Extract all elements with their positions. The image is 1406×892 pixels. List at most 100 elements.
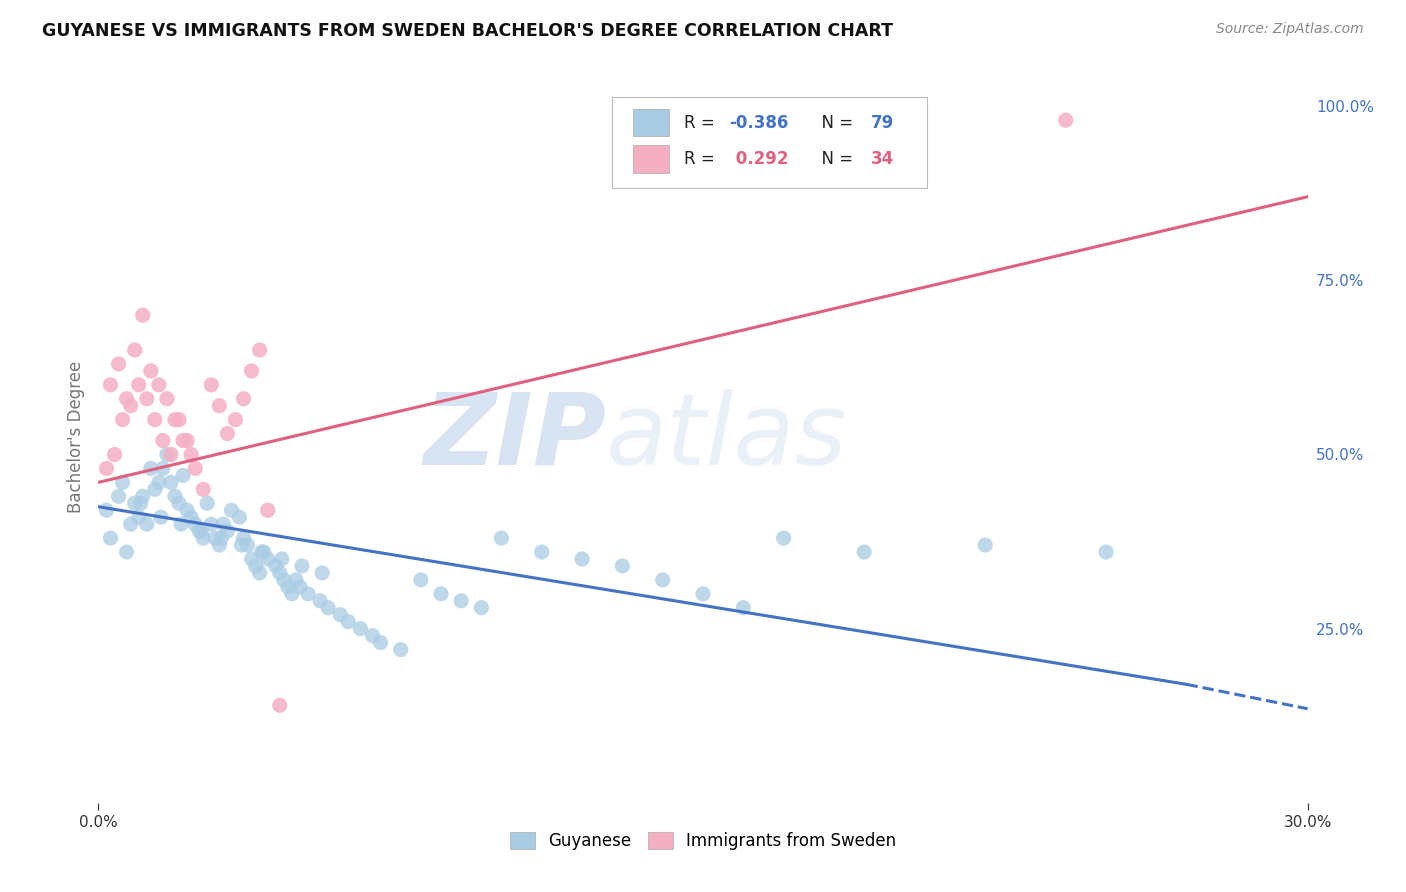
Point — [124, 343, 146, 357]
Point — [450, 594, 472, 608]
Point — [160, 448, 183, 462]
Point — [160, 475, 183, 490]
Point — [200, 377, 222, 392]
Point — [1095, 545, 1118, 559]
Point — [148, 377, 170, 392]
Point — [430, 587, 453, 601]
Point — [269, 698, 291, 713]
Point — [111, 412, 134, 426]
Point — [156, 448, 179, 462]
Point — [200, 517, 222, 532]
Point — [180, 448, 202, 462]
Text: R =: R = — [683, 150, 720, 168]
Point — [409, 573, 432, 587]
Point — [172, 434, 194, 448]
Text: N =: N = — [811, 150, 858, 168]
Point — [204, 531, 226, 545]
Point — [115, 392, 138, 406]
Point — [240, 552, 263, 566]
Point — [530, 545, 553, 559]
FancyBboxPatch shape — [633, 109, 669, 136]
Point — [107, 357, 129, 371]
Point — [389, 642, 412, 657]
Legend: Guyanese, Immigrants from Sweden: Guyanese, Immigrants from Sweden — [503, 825, 903, 856]
Point — [107, 489, 129, 503]
Point — [236, 538, 259, 552]
Point — [240, 364, 263, 378]
Point — [163, 412, 186, 426]
Point — [337, 615, 360, 629]
FancyBboxPatch shape — [613, 97, 927, 188]
Text: Source: ZipAtlas.com: Source: ZipAtlas.com — [1216, 22, 1364, 37]
Point — [152, 461, 174, 475]
Point — [143, 412, 166, 426]
Point — [264, 558, 287, 573]
Point — [212, 517, 235, 532]
Point — [270, 552, 292, 566]
Text: R =: R = — [683, 113, 720, 131]
Point — [156, 392, 179, 406]
Point — [651, 573, 673, 587]
Point — [329, 607, 352, 622]
Point — [135, 392, 157, 406]
Text: 0.292: 0.292 — [730, 150, 789, 168]
Point — [217, 524, 239, 538]
Point — [103, 448, 125, 462]
Point — [172, 468, 194, 483]
Point — [188, 524, 211, 538]
Point — [129, 496, 152, 510]
Point — [281, 587, 304, 601]
FancyBboxPatch shape — [633, 145, 669, 173]
Point — [176, 503, 198, 517]
Point — [208, 399, 231, 413]
Point — [100, 531, 122, 545]
Point — [135, 517, 157, 532]
Text: 34: 34 — [872, 150, 894, 168]
Point — [311, 566, 333, 580]
Point — [132, 489, 155, 503]
Point — [772, 531, 794, 545]
Y-axis label: Bachelor's Degree: Bachelor's Degree — [66, 361, 84, 513]
Text: atlas: atlas — [606, 389, 848, 485]
Point — [193, 531, 215, 545]
Point — [733, 600, 755, 615]
Text: N =: N = — [811, 113, 858, 131]
Text: 79: 79 — [872, 113, 894, 131]
Text: GUYANESE VS IMMIGRANTS FROM SWEDEN BACHELOR'S DEGREE CORRELATION CHART: GUYANESE VS IMMIGRANTS FROM SWEDEN BACHE… — [42, 22, 893, 40]
Point — [217, 426, 239, 441]
Point — [1054, 113, 1077, 128]
Point — [128, 377, 150, 392]
Point — [224, 412, 246, 426]
Point — [692, 587, 714, 601]
Point — [208, 538, 231, 552]
Point — [349, 622, 371, 636]
Point — [170, 517, 193, 532]
Point — [221, 503, 243, 517]
Point — [284, 573, 307, 587]
Point — [232, 392, 254, 406]
Point — [184, 461, 207, 475]
Point — [167, 412, 190, 426]
Point — [288, 580, 311, 594]
Point — [269, 566, 291, 580]
Point — [139, 364, 162, 378]
Point — [491, 531, 513, 545]
Text: ZIP: ZIP — [423, 389, 606, 485]
Point — [231, 538, 253, 552]
Point — [184, 517, 207, 532]
Point — [209, 531, 232, 545]
Point — [612, 558, 634, 573]
Point — [180, 510, 202, 524]
Point — [297, 587, 319, 601]
Point — [245, 558, 267, 573]
Point — [309, 594, 332, 608]
Point — [273, 573, 295, 587]
Point — [163, 489, 186, 503]
Text: -0.386: -0.386 — [730, 113, 789, 131]
Point — [148, 475, 170, 490]
Point — [361, 629, 384, 643]
Point — [370, 635, 392, 649]
Point — [128, 510, 150, 524]
Point — [149, 510, 172, 524]
Point — [139, 461, 162, 475]
